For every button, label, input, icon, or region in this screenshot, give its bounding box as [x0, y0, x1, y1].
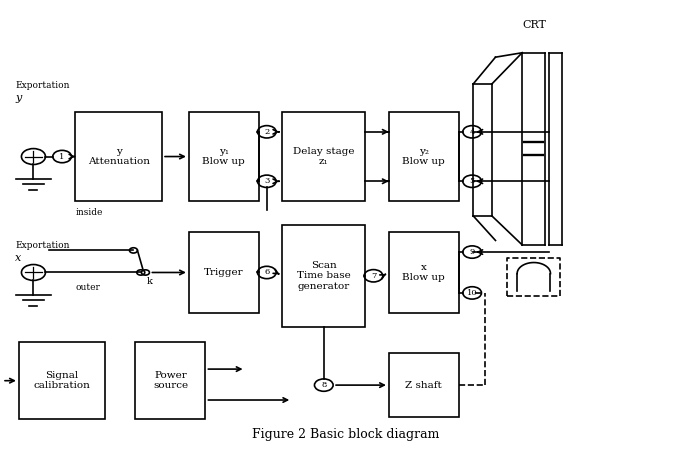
Bar	[75, 112, 162, 201]
Text: 7: 7	[371, 272, 376, 280]
Text: y: y	[16, 93, 22, 104]
Text: 3: 3	[264, 177, 270, 185]
Text: CRT: CRT	[522, 20, 546, 31]
Text: Scan
Time base
generator: Scan Time base generator	[297, 261, 350, 291]
Text: y₁
Blow up: y₁ Blow up	[202, 147, 245, 166]
Text: 1: 1	[59, 153, 65, 161]
Text: x: x	[16, 253, 22, 263]
Bar	[282, 112, 365, 201]
Text: 9: 9	[469, 248, 475, 256]
Text: inside: inside	[75, 208, 103, 217]
Text: 6: 6	[264, 269, 269, 276]
Bar	[189, 232, 259, 313]
Bar	[282, 225, 365, 327]
Text: Signal
calibration: Signal calibration	[33, 371, 91, 391]
Text: Z shaft: Z shaft	[406, 381, 442, 390]
Text: Trigger: Trigger	[204, 268, 244, 277]
Text: outer: outer	[75, 283, 100, 292]
Text: y
Attenuation: y Attenuation	[88, 147, 150, 166]
Text: 4: 4	[469, 128, 475, 136]
Text: y₂
Blow up: y₂ Blow up	[402, 147, 445, 166]
Text: 8: 8	[321, 381, 326, 389]
Text: 2: 2	[264, 128, 269, 136]
Text: Exportation: Exportation	[16, 81, 70, 90]
Text: Delay stage
z₁: Delay stage z₁	[293, 147, 354, 166]
Text: x
Blow up: x Blow up	[402, 263, 445, 282]
Text: Exportation: Exportation	[16, 241, 70, 250]
Text: 10: 10	[467, 289, 477, 297]
Bar	[18, 342, 105, 419]
Bar	[389, 112, 459, 201]
Text: Figure 2 Basic block diagram: Figure 2 Basic block diagram	[252, 428, 439, 441]
Bar	[135, 342, 206, 419]
Bar	[389, 353, 459, 417]
Text: 5: 5	[469, 177, 475, 185]
Bar	[389, 232, 459, 313]
Text: Power
source: Power source	[153, 371, 188, 391]
Text: k: k	[147, 276, 153, 285]
Bar	[189, 112, 259, 201]
